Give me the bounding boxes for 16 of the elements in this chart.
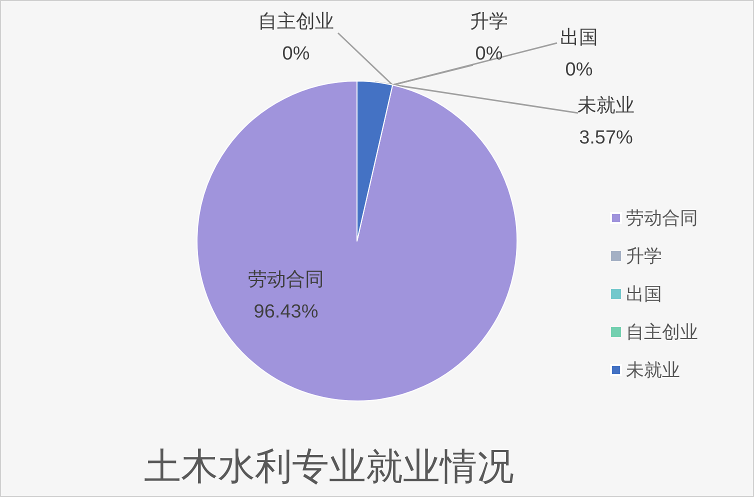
category-label: 自主创业 [258,12,334,32]
slice-label: 未就业 [578,96,634,116]
text: 0% [282,44,310,64]
data-label: 3.57% [579,128,634,148]
legend-label: 出国 [626,284,662,304]
category-label: 升学 [470,12,508,32]
legend-label: 升学 [626,246,662,266]
text: 0% [475,44,503,64]
text: 土木水利专业就业情况 [144,446,514,487]
data-label: 96.43% [254,302,318,322]
category-label: 出国 [560,28,598,48]
legend-label: 劳动合同 [626,208,698,228]
slice-label: 劳动合同 [248,270,324,290]
legend-label: 未就业 [626,360,680,380]
text: 0% [565,60,593,80]
legend-label: 自主创业 [626,322,698,342]
